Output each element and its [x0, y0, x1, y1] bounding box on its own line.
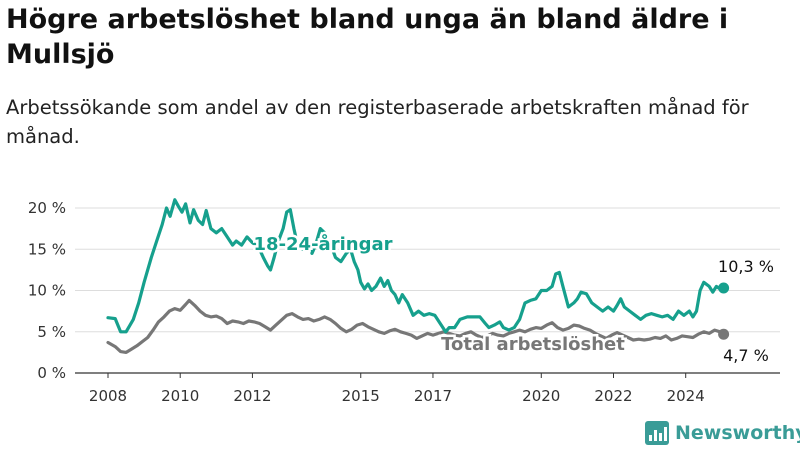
x-tick-label: 2020	[522, 387, 560, 405]
series-end-marker	[718, 282, 730, 294]
x-tick-label: 2017	[414, 387, 452, 405]
series-end-marker	[718, 328, 730, 340]
x-tick-label: 2022	[594, 387, 632, 405]
y-tick-label: 20 %	[28, 199, 66, 217]
end-label-youth: 10,3 %	[718, 257, 774, 276]
series-label-total: Total arbetslöshet	[441, 334, 625, 355]
chart-subtitle: Arbetssökande som andel av den registerb…	[6, 96, 749, 148]
brand-name: Newsworthy	[675, 422, 800, 444]
x-tick-label: 2012	[233, 387, 271, 405]
x-tick-label: 2024	[667, 387, 705, 405]
end-label-total: 4,7 %	[723, 346, 769, 365]
x-tick-label: 2008	[89, 387, 127, 405]
series-line	[106, 198, 726, 334]
x-tick-label: 2010	[161, 387, 199, 405]
series-label-youth: 18-24-åringar	[254, 233, 393, 255]
bar-chart-icon	[645, 421, 669, 445]
newsworthy-logo: Newsworthy	[645, 418, 800, 448]
series-line	[106, 298, 726, 354]
x-tick-label: 2015	[342, 387, 380, 405]
y-tick-label: 10 %	[28, 282, 66, 300]
y-tick-label: 5 %	[37, 323, 66, 341]
y-tick-label: 15 %	[28, 240, 66, 258]
chart-title: Högre arbetslöshet bland unga än bland ä…	[6, 4, 729, 70]
y-tick-label: 0 %	[37, 364, 66, 382]
